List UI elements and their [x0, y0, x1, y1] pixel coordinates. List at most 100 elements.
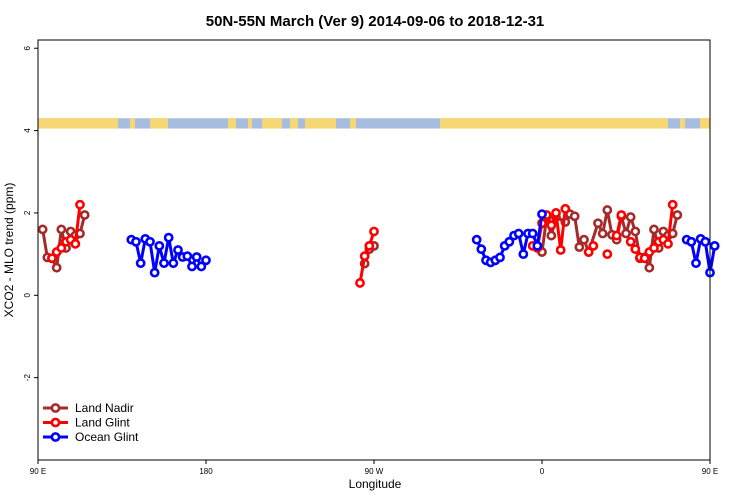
data-point	[168, 258, 179, 269]
data-point	[56, 224, 67, 235]
legend-marker	[50, 403, 61, 413]
data-point	[630, 244, 641, 255]
x-tick-label: 90 E	[702, 467, 718, 476]
data-point	[173, 245, 183, 255]
x-tick-label: 0	[540, 467, 545, 476]
x-tick-label: 90 E	[30, 467, 46, 476]
data-point	[149, 267, 160, 278]
data-point	[495, 252, 505, 263]
data-point	[364, 240, 375, 251]
data-point	[56, 243, 67, 253]
data-point	[709, 240, 720, 251]
y-axis: -2 0 2 4 6	[23, 45, 38, 381]
data-point	[196, 261, 207, 272]
data-point	[630, 226, 641, 237]
legend-label: Land Glint	[75, 416, 130, 430]
data-point	[51, 262, 62, 273]
data-point	[532, 240, 543, 251]
data-point	[182, 251, 193, 262]
data-point	[611, 230, 622, 241]
y-axis-label: XCO2 - MLO trend (ppm)	[2, 183, 16, 318]
data-point	[37, 224, 48, 235]
x-tick-label: 180	[199, 467, 213, 476]
data-point	[187, 261, 197, 272]
data-point	[369, 226, 379, 237]
data-point	[359, 251, 370, 262]
legend-marker	[50, 432, 61, 442]
ocean-band	[38, 118, 710, 129]
legend-label: Ocean Glint	[75, 430, 139, 444]
data-point	[625, 212, 636, 222]
data-point	[649, 243, 659, 253]
data-point	[579, 234, 589, 245]
land-mask-band	[38, 118, 710, 129]
data-point	[145, 236, 155, 247]
data-point	[593, 218, 603, 229]
data-point	[649, 224, 659, 235]
data-point	[163, 232, 174, 243]
data-point	[639, 253, 650, 264]
data-point	[602, 249, 613, 260]
land-segment	[228, 118, 236, 129]
land-segment	[38, 118, 118, 129]
data-point	[551, 208, 561, 218]
data-point	[588, 240, 599, 251]
data-point	[700, 236, 711, 247]
y-tick-label: 2	[23, 210, 32, 215]
series-line	[358, 231, 376, 284]
x-axis-label: Longitude	[349, 477, 402, 491]
x-axis: 90 E 180 90 W 0 90 E	[30, 460, 718, 476]
legend-marker	[50, 417, 61, 428]
data-point	[625, 236, 636, 247]
chart-title: 50N-55N March (Ver 9) 2014-09-06 to 2018…	[206, 13, 545, 30]
land-segment	[440, 118, 668, 129]
data-point	[504, 236, 515, 247]
data-point	[546, 220, 557, 231]
data-point	[616, 210, 627, 220]
data-point	[159, 258, 169, 269]
y-tick-label: -2	[23, 374, 32, 382]
land-segment	[248, 118, 252, 129]
land-segment	[262, 118, 282, 129]
data-point	[672, 210, 683, 220]
data-point	[201, 255, 211, 266]
data-point	[355, 278, 365, 288]
y-tick-label: 4	[23, 128, 32, 133]
data-point	[476, 244, 487, 255]
land-segment	[680, 118, 685, 129]
land-segment	[305, 118, 336, 129]
land-segment	[130, 118, 135, 129]
y-tick-label: 0	[23, 293, 32, 298]
x-tick-label: 90 W	[365, 467, 384, 476]
data-point	[135, 258, 146, 269]
data-point	[602, 205, 613, 215]
data-point	[644, 262, 655, 273]
data-point	[154, 240, 165, 251]
data-point	[518, 249, 529, 260]
data-point	[621, 228, 631, 239]
series-layer	[37, 199, 720, 288]
data-point	[513, 228, 524, 239]
data-point	[75, 199, 85, 210]
land-segment	[150, 118, 168, 129]
land-segment	[350, 118, 356, 129]
y-tick-label: 6	[23, 45, 32, 50]
data-point	[574, 242, 585, 253]
data-point	[583, 247, 594, 257]
series-ocean-glint	[126, 209, 720, 278]
legend-label: Land Nadir	[75, 401, 134, 415]
land-segment	[700, 118, 710, 129]
data-point	[79, 210, 90, 220]
data-point	[131, 236, 141, 247]
data-point	[560, 203, 571, 214]
land-segment	[290, 118, 298, 129]
data-point	[537, 209, 547, 220]
data-point	[569, 211, 580, 222]
data-point	[597, 228, 608, 239]
data-point	[471, 234, 482, 245]
data-point	[663, 238, 673, 249]
data-point	[555, 245, 566, 255]
data-point	[546, 230, 557, 241]
data-point	[691, 258, 701, 269]
